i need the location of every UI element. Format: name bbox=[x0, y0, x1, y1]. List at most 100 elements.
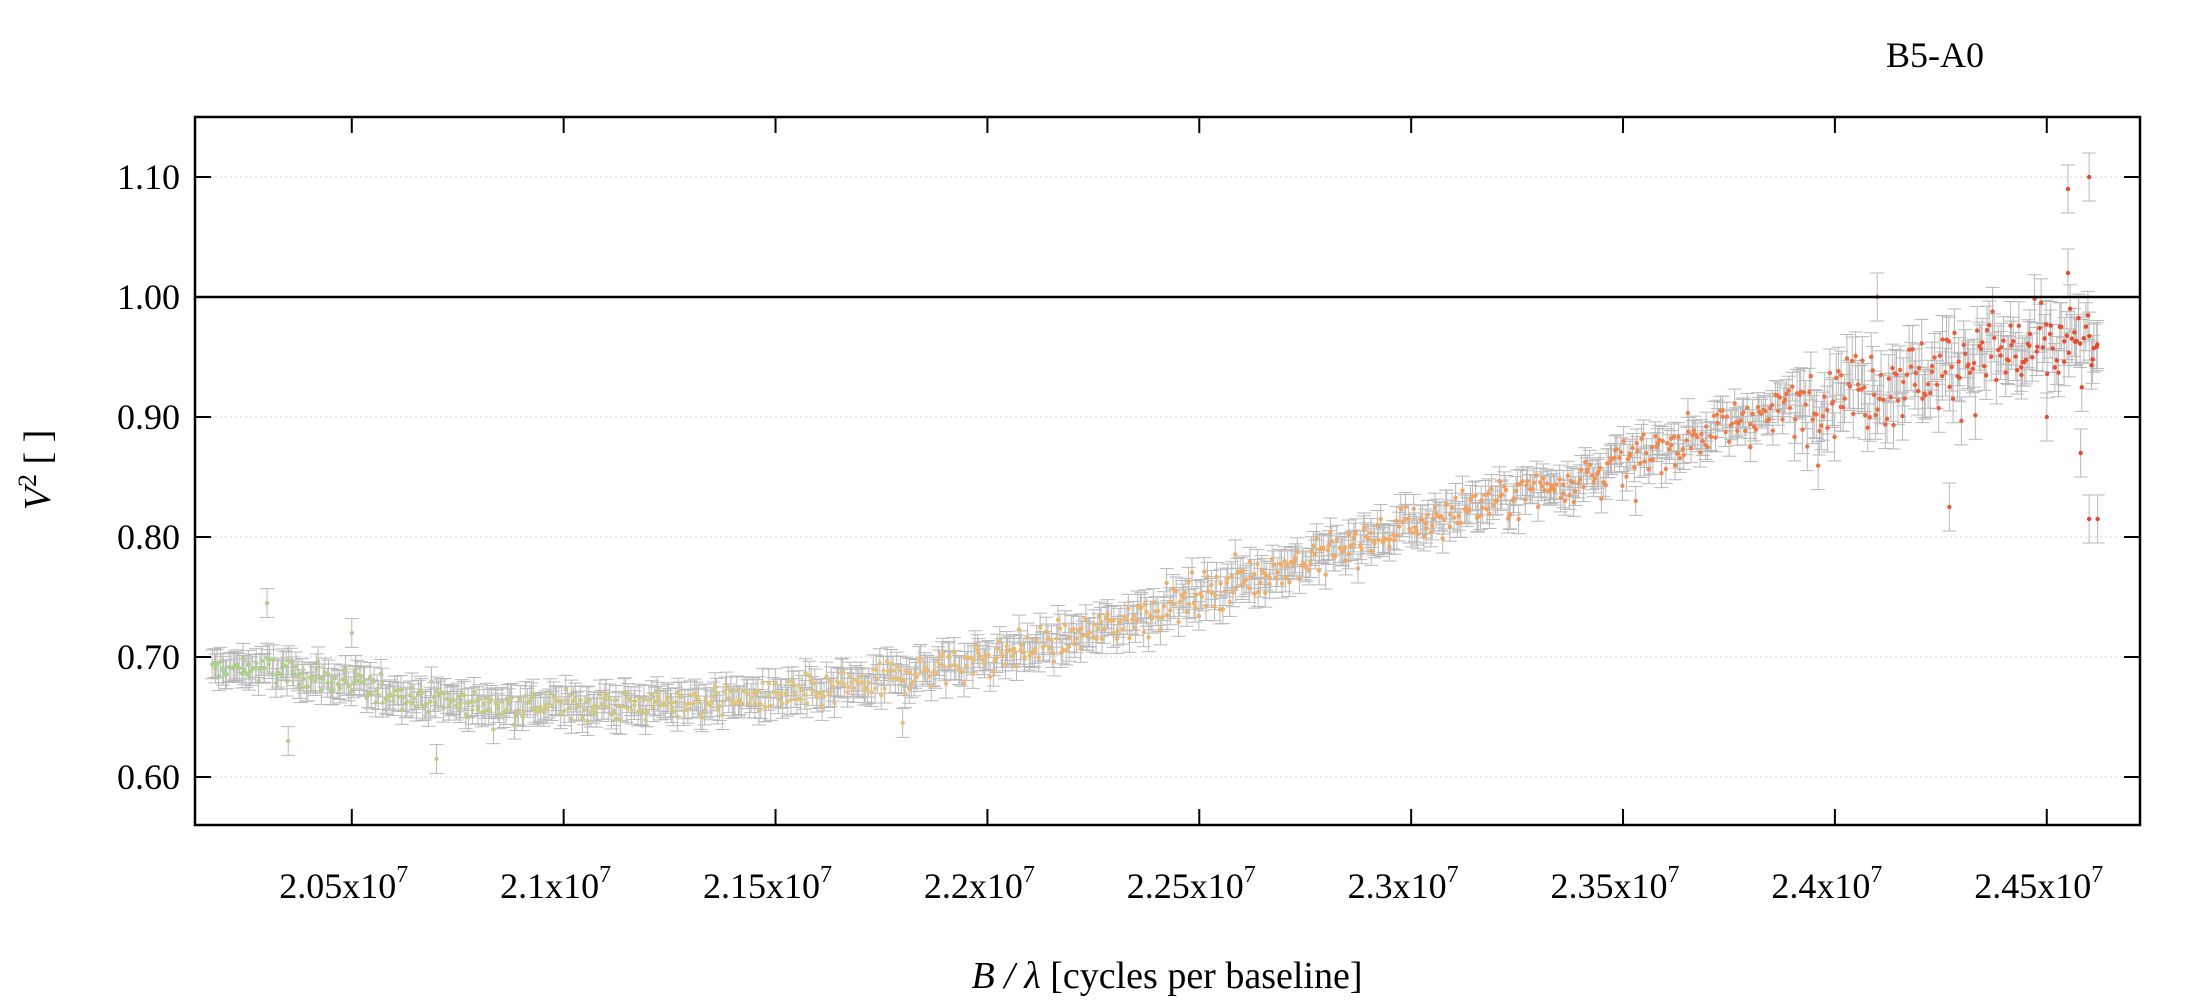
data-point bbox=[789, 679, 795, 684]
data-point bbox=[1609, 457, 1614, 463]
data-point bbox=[1209, 590, 1214, 596]
data-point bbox=[791, 683, 796, 688]
data-point bbox=[1642, 459, 1647, 464]
data-point bbox=[1196, 613, 1202, 618]
data-point bbox=[1875, 407, 1880, 412]
data-point bbox=[845, 685, 851, 690]
data-point bbox=[475, 707, 481, 712]
data-point bbox=[1055, 617, 1061, 623]
data-point bbox=[246, 662, 251, 667]
data-point bbox=[1676, 434, 1681, 440]
data-point bbox=[1329, 538, 1334, 544]
data-point bbox=[881, 668, 886, 674]
data-point bbox=[295, 674, 301, 679]
data-point bbox=[1871, 392, 1877, 398]
data-point bbox=[1562, 498, 1568, 503]
data-point bbox=[1830, 399, 1836, 404]
data-point bbox=[1078, 626, 1084, 631]
data-point bbox=[1923, 392, 1928, 398]
data-point bbox=[975, 646, 980, 652]
data-point bbox=[975, 650, 981, 656]
data-point bbox=[358, 673, 364, 679]
data-point bbox=[373, 700, 378, 705]
data-point bbox=[213, 666, 218, 671]
data-point bbox=[1246, 585, 1252, 591]
data-point bbox=[1844, 356, 1850, 361]
data-point bbox=[936, 658, 941, 664]
data-point bbox=[1973, 413, 1978, 418]
data-point bbox=[1233, 552, 1238, 557]
data-point bbox=[499, 699, 505, 704]
data-point bbox=[1886, 376, 1891, 381]
data-point bbox=[1135, 603, 1140, 608]
data-point bbox=[1097, 614, 1102, 619]
data-point bbox=[354, 672, 360, 677]
data-point bbox=[1421, 534, 1427, 539]
data-point bbox=[1684, 438, 1689, 443]
data-point bbox=[1447, 524, 1452, 529]
data-point bbox=[803, 670, 808, 676]
data-point bbox=[1271, 563, 1276, 568]
data-point bbox=[1066, 644, 1072, 650]
data-point bbox=[1947, 504, 1952, 510]
data-point bbox=[1032, 650, 1037, 655]
y-axis-exponent: 2 bbox=[13, 474, 42, 487]
data-point bbox=[708, 703, 713, 708]
data-point bbox=[737, 697, 742, 703]
data-point bbox=[243, 671, 249, 676]
data-point bbox=[1311, 543, 1316, 549]
data-point bbox=[2013, 354, 2018, 359]
data-point bbox=[1126, 606, 1131, 611]
data-point bbox=[1621, 438, 1626, 444]
data-point bbox=[1677, 455, 1683, 461]
data-point bbox=[1660, 438, 1665, 444]
data-point bbox=[395, 688, 400, 693]
data-point bbox=[300, 670, 305, 676]
data-point bbox=[663, 702, 668, 708]
data-point bbox=[1770, 428, 1776, 433]
data-point bbox=[1323, 572, 1328, 577]
data-point bbox=[1978, 346, 1984, 352]
data-point bbox=[882, 686, 887, 691]
data-point bbox=[748, 696, 754, 701]
data-point bbox=[357, 678, 362, 684]
data-point bbox=[1060, 647, 1065, 652]
data-point bbox=[1184, 609, 1189, 615]
data-point bbox=[2076, 315, 2081, 321]
data-point bbox=[1480, 505, 1485, 510]
data-point bbox=[1777, 395, 1783, 400]
data-point bbox=[1460, 488, 1465, 493]
data-point bbox=[1936, 406, 1941, 411]
data-point bbox=[463, 712, 469, 717]
data-point bbox=[2059, 324, 2064, 329]
data-point bbox=[1963, 351, 1968, 356]
data-point bbox=[398, 687, 404, 693]
data-point bbox=[1520, 479, 1525, 484]
data-point bbox=[970, 671, 976, 677]
data-point bbox=[273, 680, 279, 686]
data-point bbox=[1220, 607, 1226, 612]
data-point bbox=[685, 706, 691, 711]
data-point bbox=[1131, 613, 1136, 619]
data-point bbox=[1867, 414, 1872, 420]
data-point bbox=[1817, 428, 1822, 434]
data-point bbox=[1176, 619, 1181, 625]
data-point bbox=[253, 666, 258, 672]
data-point bbox=[451, 698, 456, 703]
data-point bbox=[509, 695, 514, 700]
data-point bbox=[679, 694, 684, 699]
data-point bbox=[771, 689, 776, 695]
data-point bbox=[948, 663, 954, 668]
data-point bbox=[1793, 417, 1798, 422]
data-point bbox=[1952, 330, 1957, 336]
data-point bbox=[651, 705, 656, 710]
data-point bbox=[688, 693, 693, 698]
data-point bbox=[624, 705, 629, 711]
data-point bbox=[1639, 436, 1644, 442]
data-point bbox=[1573, 488, 1578, 494]
data-point bbox=[907, 670, 912, 676]
data-point bbox=[559, 699, 564, 704]
axis-ticks bbox=[195, 117, 2140, 825]
data-point bbox=[301, 676, 306, 682]
data-point bbox=[1171, 601, 1176, 607]
